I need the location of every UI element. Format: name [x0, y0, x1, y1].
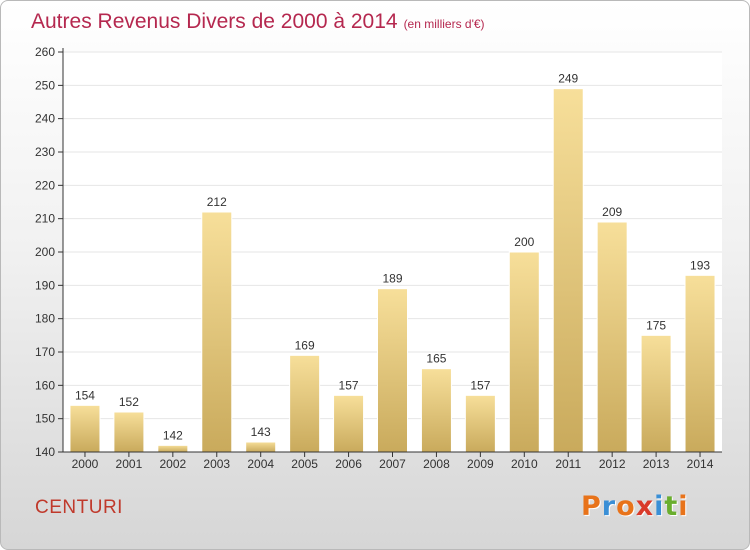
- bar: [684, 274, 716, 453]
- y-tick-label: 180: [35, 312, 55, 326]
- x-tick-label: 2000: [72, 457, 99, 471]
- x-tick-label: 2002: [159, 457, 186, 471]
- y-tick-label: 190: [35, 278, 55, 292]
- bar: [201, 211, 233, 453]
- data-label: 212: [207, 195, 227, 209]
- data-label: 200: [514, 235, 534, 249]
- data-label: 189: [382, 272, 402, 286]
- bar: [640, 334, 672, 453]
- bar: [596, 221, 628, 453]
- bar: [420, 368, 452, 453]
- bar: [245, 441, 277, 453]
- logo-letter: x: [635, 491, 655, 522]
- data-label: 165: [426, 352, 446, 366]
- data-label: 169: [295, 338, 315, 352]
- y-tick-label: 170: [35, 345, 55, 359]
- data-label: 249: [558, 72, 578, 86]
- commune-name: CENTURI: [35, 497, 123, 518]
- data-label: 152: [119, 395, 139, 409]
- bar: [508, 251, 540, 453]
- x-tick-label: 2005: [291, 457, 318, 471]
- x-tick-label: 2008: [423, 457, 450, 471]
- y-tick-label: 260: [35, 45, 55, 59]
- chart-title-text: Autres Revenus Divers de 2000 à 2014: [31, 10, 398, 33]
- logo-letter: i: [654, 491, 665, 522]
- data-label: 175: [646, 318, 666, 332]
- y-tick-label: 240: [35, 112, 55, 126]
- data-label: 154: [75, 388, 95, 402]
- bar: [157, 444, 189, 453]
- chart-title: Autres Revenus Divers de 2000 à 2014 (en …: [31, 10, 485, 34]
- bar: [113, 411, 145, 453]
- x-tick-label: 2013: [643, 457, 670, 471]
- data-label: 209: [602, 205, 622, 219]
- y-tick-label: 160: [35, 378, 55, 392]
- bar: [464, 394, 496, 453]
- chart-unit: (en milliers d'€): [403, 17, 485, 31]
- logo-letter: i: [678, 491, 689, 522]
- y-tick-label: 250: [35, 78, 55, 92]
- bar: [333, 394, 365, 453]
- data-label: 157: [339, 378, 359, 392]
- proxiti-logo: Proxiti: [581, 491, 689, 522]
- bar: [69, 404, 101, 453]
- y-tick-label: 200: [35, 245, 55, 259]
- x-tick-label: 2004: [247, 457, 274, 471]
- x-tick-label: 2009: [467, 457, 494, 471]
- bar: [377, 288, 408, 453]
- data-label: 142: [163, 428, 183, 442]
- x-tick-label: 2010: [511, 457, 538, 471]
- y-tick-label: 150: [35, 412, 55, 426]
- y-tick-label: 220: [35, 178, 55, 192]
- bar: [552, 88, 584, 453]
- data-label: 143: [251, 425, 271, 439]
- x-tick-label: 2007: [379, 457, 406, 471]
- data-label: 157: [470, 378, 490, 392]
- bar: [289, 354, 321, 453]
- y-tick-label: 230: [35, 145, 55, 159]
- logo-letter: r: [601, 491, 617, 522]
- data-label: 193: [690, 258, 710, 272]
- x-tick-label: 2012: [599, 457, 626, 471]
- y-tick-label: 140: [35, 445, 55, 459]
- x-tick-label: 2014: [687, 457, 714, 471]
- y-tick-label: 210: [35, 212, 55, 226]
- x-tick-label: 2003: [203, 457, 230, 471]
- logo-letter: o: [616, 491, 636, 522]
- x-tick-label: 2001: [116, 457, 143, 471]
- logo-letter: P: [581, 491, 602, 522]
- x-tick-label: 2011: [555, 457, 581, 471]
- logo-letter: t: [664, 491, 679, 522]
- x-tick-label: 2006: [335, 457, 362, 471]
